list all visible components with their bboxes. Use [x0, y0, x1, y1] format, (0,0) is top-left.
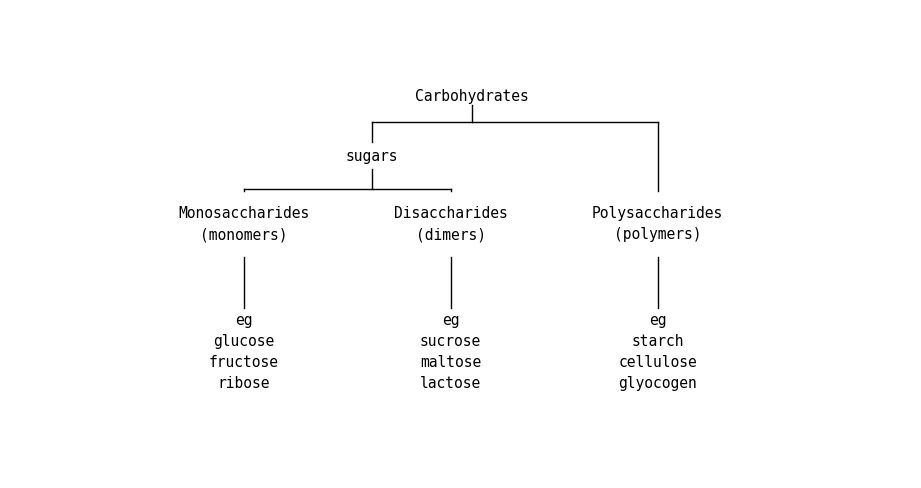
Text: Monosaccharides
(monomers): Monosaccharides (monomers) [178, 206, 309, 242]
Text: Polysaccharides
(polymers): Polysaccharides (polymers) [592, 206, 723, 242]
Text: eg
sucrose
maltose
lactose: eg sucrose maltose lactose [420, 313, 482, 390]
Text: sugars: sugars [345, 149, 399, 164]
Text: eg
glucose
fructose
ribose: eg glucose fructose ribose [208, 313, 279, 390]
Text: eg
starch
cellulose
glyocogen: eg starch cellulose glyocogen [618, 313, 697, 390]
Text: Disaccharides
(dimers): Disaccharides (dimers) [393, 206, 507, 242]
Text: Carbohydrates: Carbohydrates [415, 89, 529, 103]
